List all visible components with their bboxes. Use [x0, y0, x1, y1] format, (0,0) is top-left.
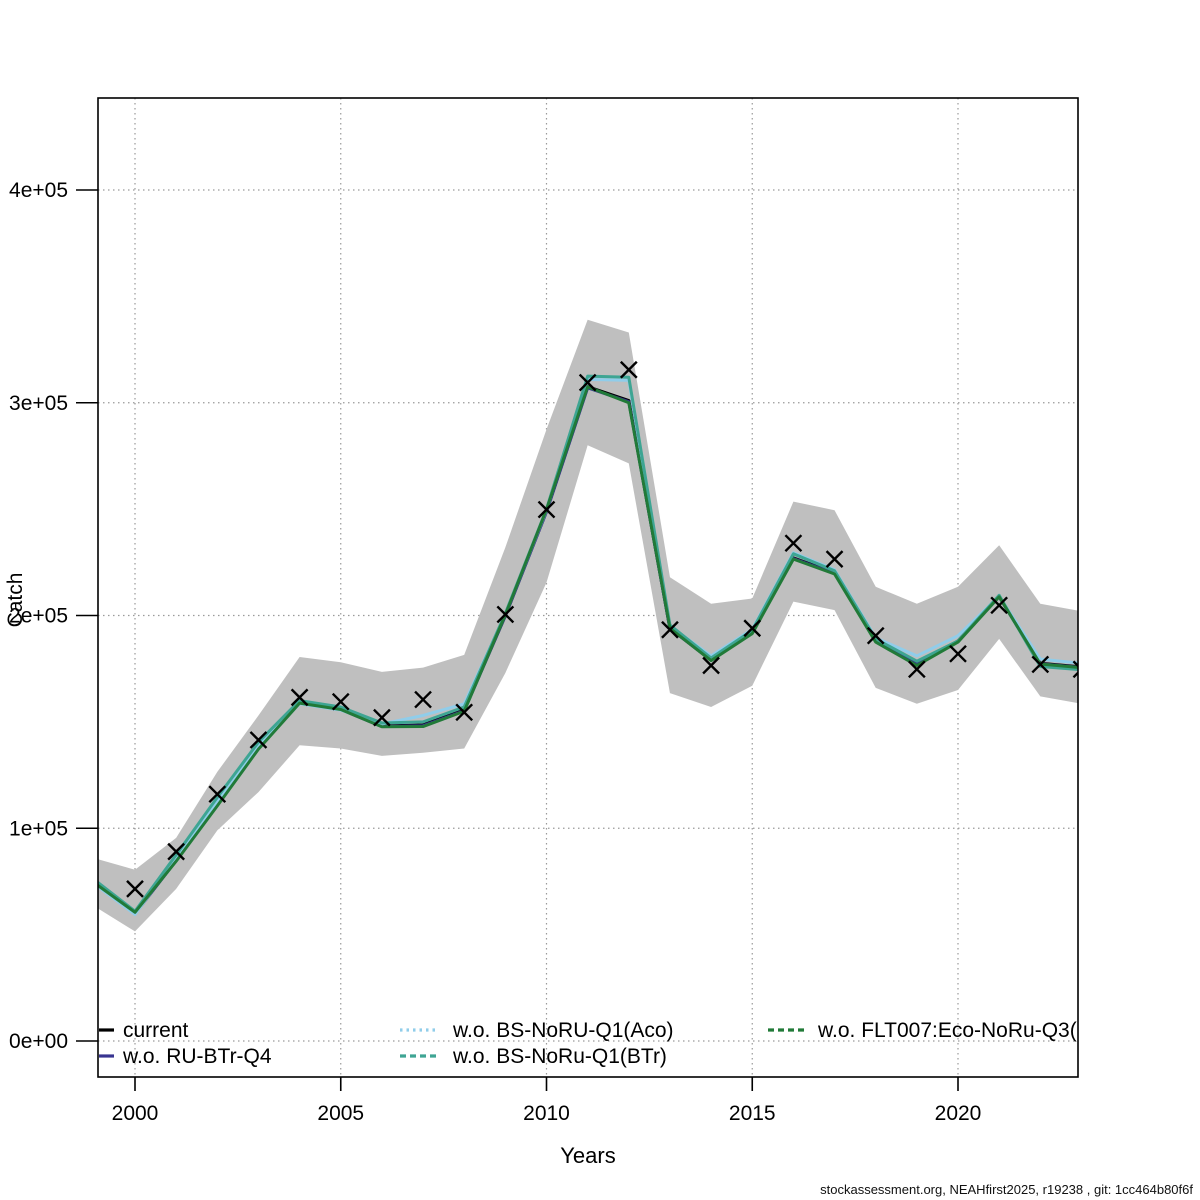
- observed-markers-group: [126, 360, 1078, 898]
- confidence-band: [98, 319, 1078, 932]
- grid-group: [98, 98, 1078, 1077]
- legend-label: w.o. FLT007:Eco-NoRu-Q3(: [817, 1019, 1077, 1042]
- legend-group: current w.o. RU-BTr-Q4 w.o. BS-NoRU-Q1(Aco…: [99, 1019, 1077, 1068]
- observed-x-marker: [908, 660, 926, 679]
- observed-x-marker: [373, 708, 391, 727]
- plot-area-group: [98, 319, 1078, 932]
- observed-x-marker: [455, 703, 474, 722]
- x-axis-tick-label: 2000: [112, 1102, 159, 1125]
- observed-x-marker: [578, 373, 597, 392]
- observed-x-marker: [866, 626, 885, 645]
- legend-label: w.o. BS-NoRU-Q1(Aco): [452, 1019, 674, 1042]
- observed-x-marker: [784, 534, 803, 553]
- observed-x-marker: [743, 619, 762, 638]
- x-axis-tick-label: 2015: [729, 1102, 776, 1125]
- y-axis-tick-label: 1e+05: [9, 817, 68, 840]
- series-line-retro: [98, 385, 1078, 914]
- y-axis-tick-label: 3e+05: [9, 392, 68, 415]
- observed-x-marker: [249, 731, 268, 749]
- series-line-retro: [98, 374, 1078, 913]
- observed-x-marker: [825, 550, 844, 568]
- observed-x-marker: [290, 688, 309, 707]
- x-axis-tick-label: 2010: [523, 1102, 570, 1125]
- observed-x-marker: [702, 656, 720, 675]
- observed-x-marker: [331, 692, 350, 711]
- observed-x-marker: [949, 644, 967, 663]
- footer-attribution: stockassessment.org, NEAHfirst2025, r192…: [820, 1182, 1193, 1197]
- legend-label: current: [123, 1019, 189, 1042]
- observed-x-marker: [619, 360, 638, 379]
- x-axis-tick-label: 2005: [317, 1102, 364, 1125]
- observed-x-marker: [126, 880, 144, 898]
- observed-x-marker: [1072, 660, 1078, 679]
- y-axis-tick-label: 2e+05: [9, 605, 68, 628]
- observed-x-marker: [208, 785, 227, 804]
- y-axis-tick-label: 4e+05: [9, 179, 68, 202]
- observed-x-marker: [414, 690, 432, 709]
- legend-label: w.o. BS-NoRu-Q1(BTr): [452, 1045, 667, 1068]
- observed-x-marker: [1031, 655, 1050, 674]
- y-axis-title: Catch: [4, 573, 27, 628]
- observed-x-marker: [661, 620, 679, 639]
- plot-border: [97, 97, 1079, 1078]
- series-line-retro: [98, 377, 1078, 916]
- x-axis-group: 2000 2005 2010 2015 2020: [112, 1077, 982, 1125]
- observed-x-marker: [537, 500, 556, 519]
- x-axis-title: Years: [560, 1143, 615, 1168]
- y-axis-group: 0e+00 1e+05 2e+05 3e+05 4e+05: [9, 179, 98, 1053]
- observed-x-marker: [990, 596, 1008, 615]
- y-axis-tick-label: 0e+00: [9, 1030, 68, 1053]
- x-axis-tick-label: 2020: [935, 1102, 982, 1125]
- legend-label: w.o. RU-BTr-Q4: [122, 1045, 272, 1068]
- observed-x-marker: [496, 605, 515, 624]
- observed-x-marker: [167, 842, 185, 861]
